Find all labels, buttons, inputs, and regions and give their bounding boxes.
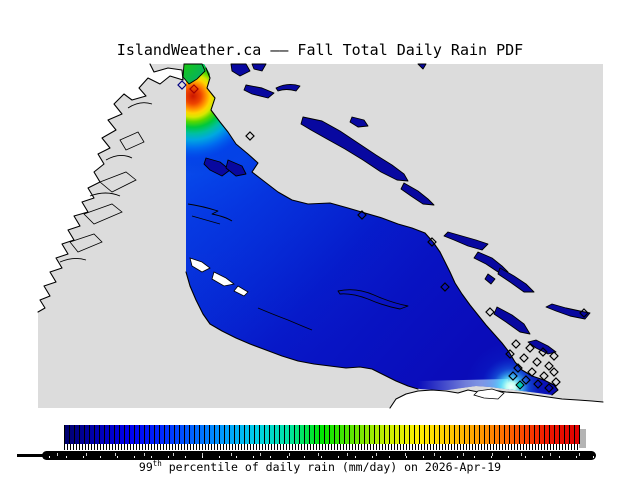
green-data-island <box>182 63 206 85</box>
strait-islands <box>203 63 591 355</box>
lake-outlines <box>187 203 409 331</box>
west-coast-inlets <box>189 257 249 297</box>
colorbar-shadow <box>579 429 586 448</box>
caption-ordinal-suffix: th <box>152 459 162 468</box>
mainland-inlets <box>59 102 153 263</box>
us-landmass <box>389 388 604 409</box>
colorbar-tick-labels <box>42 451 596 460</box>
caption-percentile-value: 99 <box>138 459 153 474</box>
island-east-coastline <box>205 67 559 396</box>
page-title: IslandWeather.ca —— Fall Total Daily Rai… <box>116 41 524 59</box>
colorbar <box>64 425 580 444</box>
colorbar-left-dash <box>17 454 44 457</box>
colorbar-caption: 99th percentile of daily rain (mm/day) o… <box>0 459 640 474</box>
colorbar-ticks <box>64 444 579 450</box>
island-west-coastline <box>185 271 419 390</box>
mainland-landmass <box>37 63 184 313</box>
caption-text: percentile of daily rain (mm/day) on 202… <box>161 459 502 474</box>
